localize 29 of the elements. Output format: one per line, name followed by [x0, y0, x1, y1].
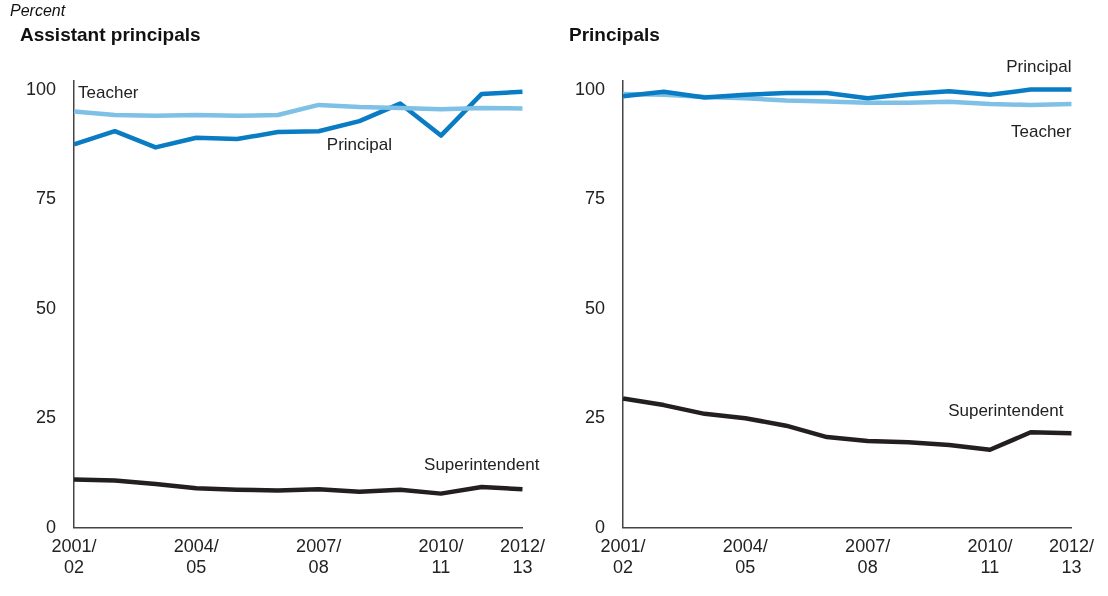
- series-label: Principal: [1006, 57, 1072, 77]
- x-tick-label: 2012/13: [499, 535, 545, 578]
- y-tick-label: 0: [46, 516, 57, 537]
- y-tick-label: 25: [36, 407, 57, 428]
- x-tick-label: 2010/11: [418, 535, 464, 578]
- y-tick-label: 100: [25, 78, 57, 99]
- series-label: Principal: [326, 134, 393, 154]
- x-tick-label: 2007/08: [845, 535, 891, 578]
- y-tick-label: 25: [585, 407, 606, 428]
- x-tick-label: 2010/11: [967, 535, 1013, 578]
- y-axis-title: Percent: [10, 2, 66, 19]
- series-label: Teacher: [1010, 121, 1072, 141]
- y-tick-label: 50: [36, 297, 57, 318]
- chart-title: Principals: [568, 24, 661, 47]
- chart-title: Assistant principals: [19, 24, 202, 47]
- y-tick-label: 0: [595, 516, 606, 537]
- x-tick-label: 2004/05: [722, 535, 768, 578]
- y-tick-label: 50: [585, 297, 606, 318]
- x-tick-label: 2007/08: [296, 535, 342, 578]
- x-tick-label: 2012/13: [1048, 535, 1094, 578]
- y-tick-label: 75: [585, 188, 606, 209]
- series-label: Superintendent: [424, 454, 540, 474]
- x-tick-label: 2001/02: [600, 535, 646, 578]
- series-label: Superintendent: [948, 400, 1064, 420]
- series-label: Teacher: [78, 83, 139, 103]
- y-tick-label: 75: [36, 188, 57, 209]
- x-tick-label: 2004/05: [173, 535, 219, 578]
- y-tick-label: 100: [574, 78, 606, 99]
- x-tick-label: 2001/02: [51, 535, 97, 578]
